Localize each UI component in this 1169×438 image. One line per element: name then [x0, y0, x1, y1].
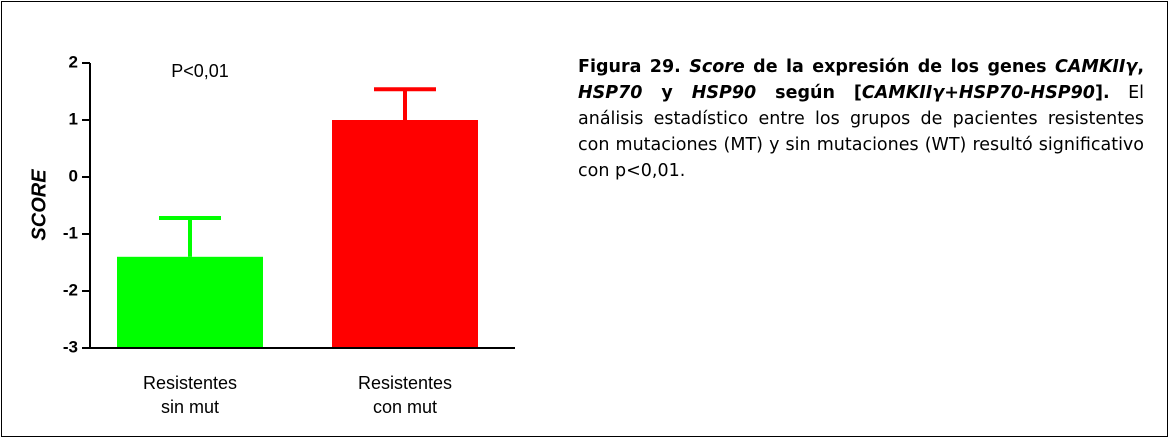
y-tick-label: -1: [63, 223, 78, 242]
annotation: P<0,01: [171, 61, 229, 81]
caption-part: de la expresión de los genes: [744, 57, 1056, 77]
caption: Figura 29. Score de la expresión de los …: [578, 54, 1144, 184]
caption-part: HSP70: [578, 83, 643, 103]
caption-part: CAMKIIγ+HSP70-HSP90: [861, 83, 1095, 103]
caption-part: CAMKIIγ: [1055, 57, 1138, 77]
y-tick-label: -3: [63, 337, 78, 356]
caption-part: y: [642, 83, 692, 103]
y-axis-label: SCORE: [28, 169, 50, 241]
y-tick-label: 0: [69, 166, 78, 185]
x-tick-label: sin mut: [161, 397, 219, 417]
y-tick-label: 1: [69, 109, 78, 128]
x-tick-label: Resistentes: [143, 373, 237, 393]
x-tick-label: Resistentes: [358, 373, 452, 393]
y-tick-label: 2: [69, 52, 78, 71]
caption-part: Figura 29.: [578, 57, 690, 77]
y-tick-label: -2: [63, 280, 78, 299]
caption-part: ,: [1137, 57, 1144, 77]
x-tick-label: con mut: [373, 397, 437, 417]
bar: [117, 256, 263, 348]
caption-part: Score: [689, 57, 745, 77]
caption-part: HSP90: [691, 83, 757, 103]
bar: [332, 120, 478, 348]
caption-part: ].: [1094, 83, 1110, 103]
caption-part: El análisis estadístico entre los grupos…: [578, 83, 1144, 181]
caption-part: según [: [756, 83, 862, 103]
